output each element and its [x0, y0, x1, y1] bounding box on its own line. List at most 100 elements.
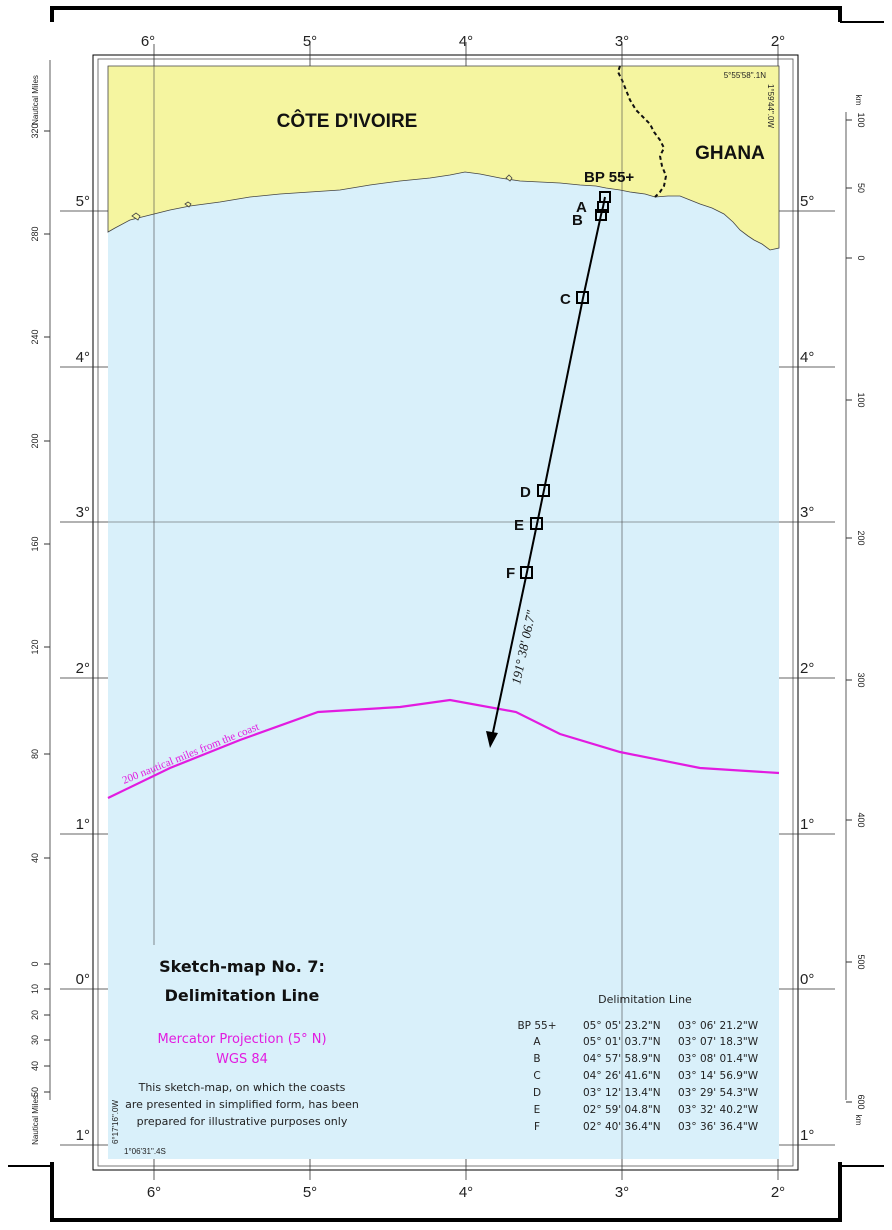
projection-label: Mercator Projection (5° N)	[157, 1032, 326, 1047]
table-cell-lat: 02° 40' 36.4"N	[583, 1121, 661, 1133]
point-marker	[595, 209, 607, 221]
lat-label: 1°	[800, 816, 814, 833]
point-label: D	[520, 484, 531, 501]
point-label: E	[514, 517, 524, 534]
international-border	[616, 65, 668, 198]
table-cell-lat: 04° 57' 58.9"N	[583, 1053, 661, 1065]
table-cell-lon: 03° 29' 54.3"W	[678, 1087, 759, 1099]
corner-lat-bottom-left: 1°06'31".4S	[124, 1147, 166, 1156]
table-cell-lon: 03° 32' 40.2"W	[678, 1104, 759, 1116]
table-cell-lon: 03° 36' 36.4"W	[678, 1121, 759, 1133]
map-title: Delimitation Line	[165, 986, 320, 1005]
arrow-head-icon	[486, 731, 498, 748]
lon-label: 6°	[141, 33, 155, 50]
disclaimer-line: This sketch-map, on which the coasts	[138, 1081, 346, 1094]
table-cell-lat: 04° 26' 41.6"N	[583, 1070, 661, 1082]
coastal-islet	[505, 174, 513, 182]
km-scale: km km 100 50 0 100 200 300 400 500 600	[845, 95, 866, 1126]
table-row: BP 55+ 05° 05' 23.2"N 03° 06' 21.2"W	[517, 1020, 758, 1032]
nm-tick-label: 40	[30, 1061, 40, 1071]
lon-label: 3°	[615, 1184, 629, 1201]
lon-label: 3°	[615, 33, 629, 50]
lat-label: 3°	[76, 504, 90, 521]
table-cell-lat: 02° 59' 04.8"N	[583, 1104, 661, 1116]
table-row: D 03° 12' 13.4"N 03° 29' 54.3"W	[533, 1087, 759, 1099]
point-marker	[530, 517, 543, 530]
point-label: B	[572, 212, 583, 229]
disclaimer-line: are presented in simplified form, has be…	[125, 1098, 359, 1111]
point-label: BP 55+	[584, 169, 634, 186]
latitude-labels-right: 5° 4° 3° 2° 1° 0° 1°	[800, 193, 814, 1144]
nm-tick-label: 0	[30, 961, 40, 966]
graticule-edge-ticks	[60, 44, 835, 1180]
table-title: Delimitation Line	[598, 993, 692, 1006]
lon-label: 4°	[459, 1184, 473, 1201]
lat-label: 0°	[76, 971, 90, 988]
point-label: F	[506, 565, 515, 582]
country-label-ghana: GHANA	[695, 143, 765, 164]
lat-label: 5°	[800, 193, 814, 210]
limit-line-200nm	[107, 698, 780, 799]
table-cell-lat: 05° 05' 23.2"N	[583, 1020, 661, 1032]
lat-label: 2°	[76, 660, 90, 677]
coordinates-table: Delimitation Line BP 55+ 05° 05' 23.2"N …	[517, 993, 758, 1133]
point-marker	[597, 201, 609, 213]
nautical-miles-title: Nautical Miles	[31, 75, 40, 125]
km-tick-label: 100	[856, 112, 866, 127]
table-cell-lat: 03° 12' 13.4"N	[583, 1087, 661, 1099]
lat-label: 2°	[800, 660, 814, 677]
table-cell-lon: 03° 06' 21.2"W	[678, 1020, 759, 1032]
km-unit-label: km	[854, 95, 863, 106]
nm-tick-label: 20	[30, 1010, 40, 1020]
lon-label: 6°	[147, 1184, 161, 1201]
nautical-miles-title: Nautical Miles	[31, 1095, 40, 1145]
corner-lat-top-right: 5°55'58".1N	[724, 71, 766, 80]
km-tick-label: 200	[856, 530, 866, 545]
point-label: A	[576, 199, 587, 216]
map-title: Sketch-map No. 7:	[159, 957, 325, 976]
point-marker	[537, 484, 550, 497]
lat-label: 1°	[76, 1127, 90, 1144]
km-tick-label: 300	[856, 672, 866, 687]
nm-ticks: 320 280 240 200 160 120 80 40 0 10 20 30…	[30, 123, 50, 1097]
km-tick-label: 600	[856, 1094, 866, 1109]
lat-label: 4°	[76, 349, 90, 366]
km-tick-label: 400	[856, 812, 866, 827]
lon-label: 2°	[771, 33, 785, 50]
nm-tick-label: 160	[30, 536, 40, 551]
datum-label: WGS 84	[216, 1052, 268, 1067]
outer-frame	[50, 6, 842, 1222]
table-cell-point: D	[533, 1087, 541, 1099]
table-cell-point: C	[533, 1070, 540, 1082]
country-label-cote-divoire: CÔTE D'IVOIRE	[277, 110, 418, 132]
longitude-labels-bottom: 6° 5° 4° 3° 2°	[147, 1184, 785, 1201]
nm-tick-label: 120	[30, 639, 40, 654]
point-labels: BP 55+ A B C D E F	[506, 169, 634, 582]
table-row: E 02° 59' 04.8"N 03° 32' 40.2"W	[534, 1104, 759, 1116]
table-row: F 02° 40' 36.4"N 03° 36' 36.4"W	[534, 1121, 759, 1133]
lat-label: 1°	[76, 816, 90, 833]
legend-box	[125, 945, 371, 1125]
nm-tick-label: 40	[30, 853, 40, 863]
table-cell-point: E	[534, 1104, 541, 1116]
table-cell-lon: 03° 08' 01.4"W	[678, 1053, 759, 1065]
km-tick-label: 50	[856, 183, 866, 193]
point-label: C	[560, 291, 571, 308]
coastal-islet	[184, 201, 192, 208]
turning-points	[520, 191, 611, 579]
point-marker	[520, 566, 533, 579]
table-row: C 04° 26' 41.6"N 03° 14' 56.9"W	[533, 1070, 758, 1082]
nm-tick-label: 200	[30, 433, 40, 448]
table-cell-point: BP 55+	[517, 1020, 556, 1032]
nm-tick-label: 50	[30, 1087, 40, 1097]
coastal-islet	[131, 212, 141, 221]
nm-tick-label: 280	[30, 226, 40, 241]
km-unit-label: km	[854, 1115, 863, 1126]
table-row: B 04° 57' 58.9"N 03° 08' 01.4"W	[533, 1053, 758, 1065]
latitude-labels-left: 5° 4° 3° 2° 1° 0° 1°	[76, 193, 90, 1144]
lat-label: 4°	[800, 349, 814, 366]
delimitation-line	[491, 196, 606, 738]
lon-label: 4°	[459, 33, 473, 50]
table-cell-lat: 05° 01' 03.7"N	[583, 1036, 661, 1048]
